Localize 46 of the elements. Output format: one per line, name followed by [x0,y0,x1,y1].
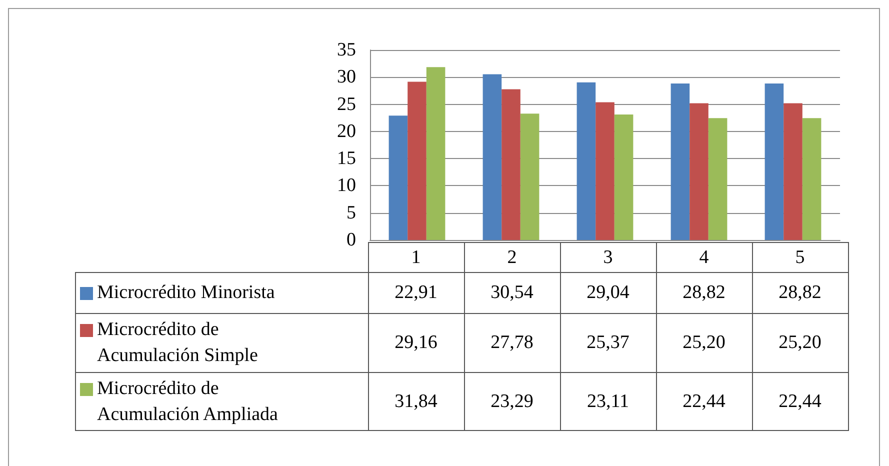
y-tick-label: 15 [337,148,356,170]
y-tick-label: 30 [337,66,356,88]
data-label: 31,84 [368,372,464,430]
data-label: 22,44 [752,372,848,430]
data-label: 22,91 [368,272,464,314]
legend-label: Microcrédito de Acumulación Ampliada [97,376,279,426]
bar [690,103,708,240]
data-label: 29,04 [560,272,656,314]
data-label: 27,78 [464,314,560,372]
y-tick-label: 25 [337,94,356,115]
x-tick-label: 1 [368,242,464,272]
y-tick-label: 5 [346,202,356,224]
bar [764,84,784,240]
y-tick-label: 10 [337,175,356,196]
data-label: 25,37 [560,314,656,372]
bar [614,114,634,240]
bar [502,89,520,240]
x-tick-label: 4 [656,242,752,272]
data-label: 30,54 [464,272,560,314]
legend-label: Microcrédito de Acumulación Simple [97,318,259,368]
legend-label: Microcrédito Minorista [97,281,275,305]
x-tick-label: 5 [752,242,848,272]
data-label: 28,82 [656,272,752,314]
bar [784,103,802,240]
data-label: 22,44 [656,372,752,430]
bar [482,74,502,240]
x-tick-label: 3 [560,242,656,272]
data-label: 23,11 [560,372,656,430]
bar [670,84,690,240]
data-label: 28,82 [752,272,848,314]
bar [708,118,728,240]
bar [520,114,540,240]
y-tick-label: 20 [337,120,356,142]
y-tick-label: 0 [346,230,356,250]
bar [426,67,446,240]
bar [408,82,426,240]
data-label: 25,20 [752,314,848,372]
bar [576,82,596,240]
data-label: 23,29 [464,372,560,430]
x-tick-label: 2 [464,242,560,272]
data-label: 29,16 [368,314,464,372]
bar [596,102,614,240]
y-tick-label: 35 [337,40,356,60]
data-label: 25,20 [656,314,752,372]
bar [802,118,822,240]
bar [388,116,408,240]
